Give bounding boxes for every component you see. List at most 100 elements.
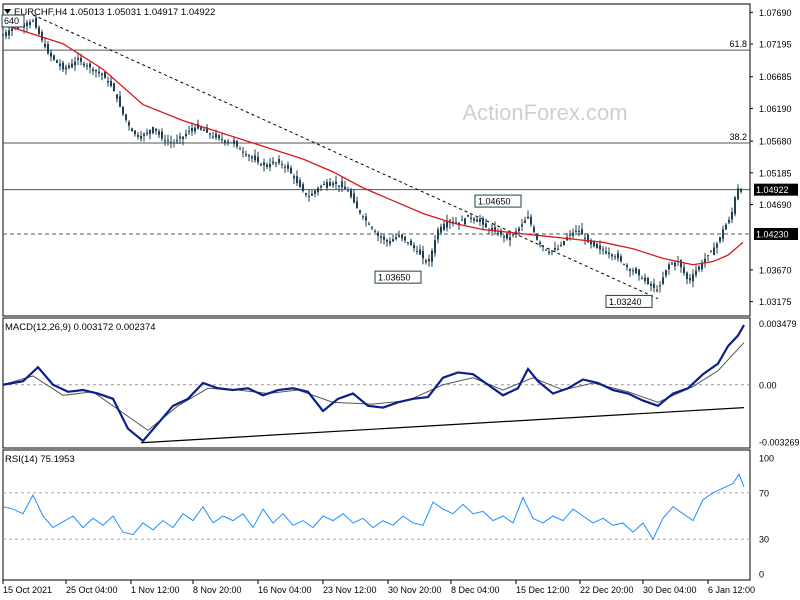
candle-body xyxy=(539,242,541,245)
candle-body xyxy=(35,17,37,28)
candle-body xyxy=(581,229,583,235)
candle-body xyxy=(305,193,307,195)
candle-body xyxy=(395,237,397,240)
candle-body xyxy=(227,141,229,143)
candle-body xyxy=(314,190,316,194)
candle-body xyxy=(467,214,469,217)
candle-body xyxy=(26,22,28,27)
candle-body xyxy=(98,71,100,74)
annotation-label: 1.04650 xyxy=(478,197,511,207)
candle-body xyxy=(86,65,88,67)
dropdown-triangle-icon[interactable] xyxy=(4,9,11,14)
candle-body xyxy=(647,277,649,284)
symbol-header: EURCHF,H4 1.05013 1.05031 1.04917 1.0492… xyxy=(14,7,215,18)
rsi-y-tick-label: 70 xyxy=(759,488,769,498)
candle-body xyxy=(335,181,337,185)
candle-body xyxy=(584,237,586,239)
candle-body xyxy=(740,189,742,192)
candle-body xyxy=(629,269,631,271)
candle-body xyxy=(416,250,418,252)
candle-body xyxy=(431,250,433,262)
macd-title: MACD(12,26,9) 0.003172 0.002374 xyxy=(5,322,156,333)
candle-body xyxy=(422,250,424,259)
x-tick-label: 25 Oct 04:00 xyxy=(66,585,118,595)
panel-frame-rsi xyxy=(2,449,751,581)
y-tick-label: 1.04690 xyxy=(759,200,792,210)
candle-body xyxy=(308,196,310,198)
candle-body xyxy=(377,232,379,236)
candle-body xyxy=(212,136,214,138)
panel-frames xyxy=(2,3,751,581)
candle-body xyxy=(92,69,94,72)
candle-body xyxy=(143,134,145,136)
candle-body xyxy=(524,220,526,223)
candle-body xyxy=(311,193,313,196)
candle-body xyxy=(260,164,262,166)
horizontal-levels: 61.8 38.2 xyxy=(3,39,750,235)
price-annotations: 1.03650 1.04650 1.03240 xyxy=(374,194,653,308)
candle-body xyxy=(569,234,571,236)
candle-body xyxy=(5,32,7,37)
top-left-tag: 640 xyxy=(1,14,25,28)
candle-body xyxy=(608,252,610,255)
candle-body xyxy=(656,289,658,291)
candle-body xyxy=(662,277,664,284)
candle-body xyxy=(200,127,202,130)
candle-body xyxy=(425,260,427,263)
x-tick-label: 16 Nov 04:00 xyxy=(258,585,312,595)
candle-body xyxy=(266,164,268,167)
candle-body xyxy=(2,34,4,36)
candle-body xyxy=(326,182,328,188)
candle-body xyxy=(611,254,613,257)
candle-body xyxy=(188,130,190,132)
candle-body xyxy=(155,128,157,131)
candle-body xyxy=(404,236,406,241)
candle-body xyxy=(215,133,217,138)
candle-body xyxy=(320,185,322,188)
candle-body xyxy=(185,133,187,137)
candle-body xyxy=(77,58,79,60)
candle-body xyxy=(605,251,607,254)
candle-body xyxy=(413,245,415,249)
price-tag-label: 1.04922 xyxy=(756,185,789,195)
candle-body xyxy=(602,249,604,251)
candle-body xyxy=(173,142,175,144)
x-tick-label: 22 Dec 20:00 xyxy=(580,585,634,595)
candle-body xyxy=(248,155,250,157)
x-tick-label: 15 Dec 12:00 xyxy=(516,585,570,595)
candle-body xyxy=(542,245,544,248)
candle-body xyxy=(434,240,436,254)
macd-y-tick-label: 0.003479 xyxy=(759,319,797,329)
candle-body xyxy=(275,162,277,164)
candle-body xyxy=(461,219,463,221)
rsi-y-tick-label: 0 xyxy=(759,570,764,580)
candle-body xyxy=(29,21,31,25)
candle-body xyxy=(56,60,58,63)
candle-body xyxy=(587,234,589,243)
candle-body xyxy=(620,256,622,262)
candle-body xyxy=(38,27,40,35)
candle-body xyxy=(194,127,196,132)
candle-body xyxy=(623,264,625,266)
trendlines xyxy=(32,14,745,444)
candle-body xyxy=(719,237,721,242)
candle-body xyxy=(557,248,559,250)
candle-body xyxy=(116,94,118,99)
candle-body xyxy=(317,187,319,193)
watermark: ActionForex.com xyxy=(462,100,627,125)
candle-body xyxy=(380,236,382,238)
macd-y-tick-label: 0.00 xyxy=(759,380,777,390)
candle-body xyxy=(80,57,82,62)
candle-body xyxy=(140,135,142,139)
candle-body xyxy=(716,243,718,248)
macd-y-tick-label: -0.003269 xyxy=(759,438,800,448)
y-tick-label: 1.06190 xyxy=(759,104,792,114)
x-tick-label: 8 Dec 04:00 xyxy=(451,585,500,595)
candle-body xyxy=(224,140,226,143)
candle-body xyxy=(590,240,592,245)
candle-body xyxy=(527,216,529,219)
x-tick-label: 15 Oct 2021 xyxy=(3,585,52,595)
candle-body xyxy=(344,186,346,190)
candle-body xyxy=(530,216,532,225)
candle-body xyxy=(551,250,553,252)
